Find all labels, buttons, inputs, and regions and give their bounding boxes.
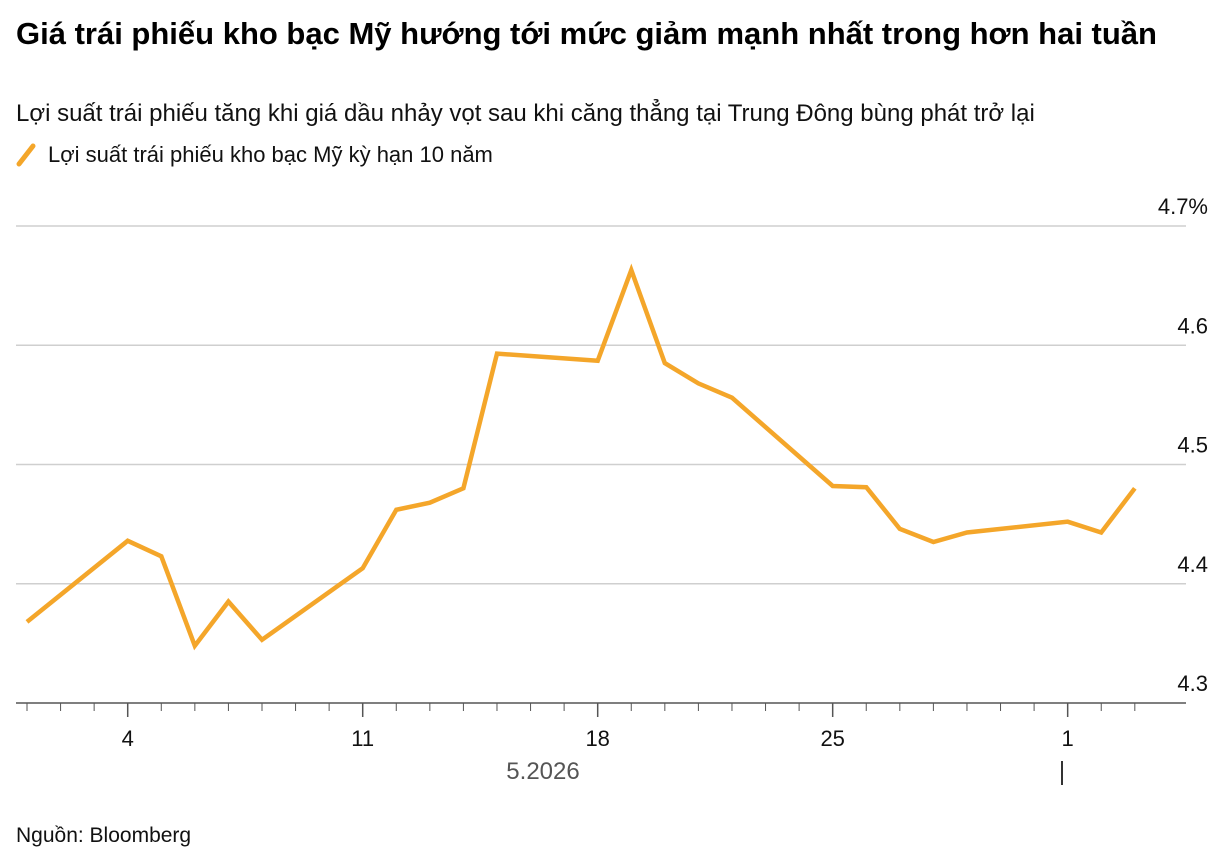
x-period-label: 5.2026 <box>506 758 579 785</box>
y-tick-label: 4.4 <box>1177 552 1208 577</box>
x-tick-label: 11 <box>351 726 374 751</box>
y-axis-labels: 4.3 4.4 4.5 4.6 4.7% <box>1158 194 1208 696</box>
x-tick-label: 18 <box>585 726 609 751</box>
x-tick-label: 1 <box>1062 726 1074 751</box>
y-tick-label: 4.5 <box>1177 433 1208 458</box>
legend-label: Lợi suất trái phiếu kho bạc Mỹ kỳ hạn 10… <box>48 142 493 167</box>
x-tick-label: 4 <box>122 726 134 751</box>
y-tick-label: 4.3 <box>1177 671 1208 696</box>
series-line <box>25 263 1137 651</box>
y-tick-label: 4.6 <box>1177 313 1208 338</box>
series-layer <box>25 263 1137 651</box>
y-tick-label: 4.7% <box>1158 194 1208 219</box>
source-note: Nguồn: Bloomberg <box>16 824 192 847</box>
legend-swatch-icon <box>16 143 36 167</box>
legend-swatch-line <box>16 143 36 167</box>
grid-lines <box>16 225 1186 585</box>
x-axis: 4 11 18 25 1 5.2026 <box>16 702 1186 785</box>
chart-subtitle: Lợi suất trái phiếu tăng khi giá dầu nhả… <box>16 100 1035 127</box>
chart-title: Giá trái phiếu kho bạc Mỹ hướng tới mức … <box>16 16 1157 51</box>
x-tick-label: 25 <box>820 726 844 751</box>
legend: Lợi suất trái phiếu kho bạc Mỹ kỳ hạn 10… <box>16 140 493 170</box>
